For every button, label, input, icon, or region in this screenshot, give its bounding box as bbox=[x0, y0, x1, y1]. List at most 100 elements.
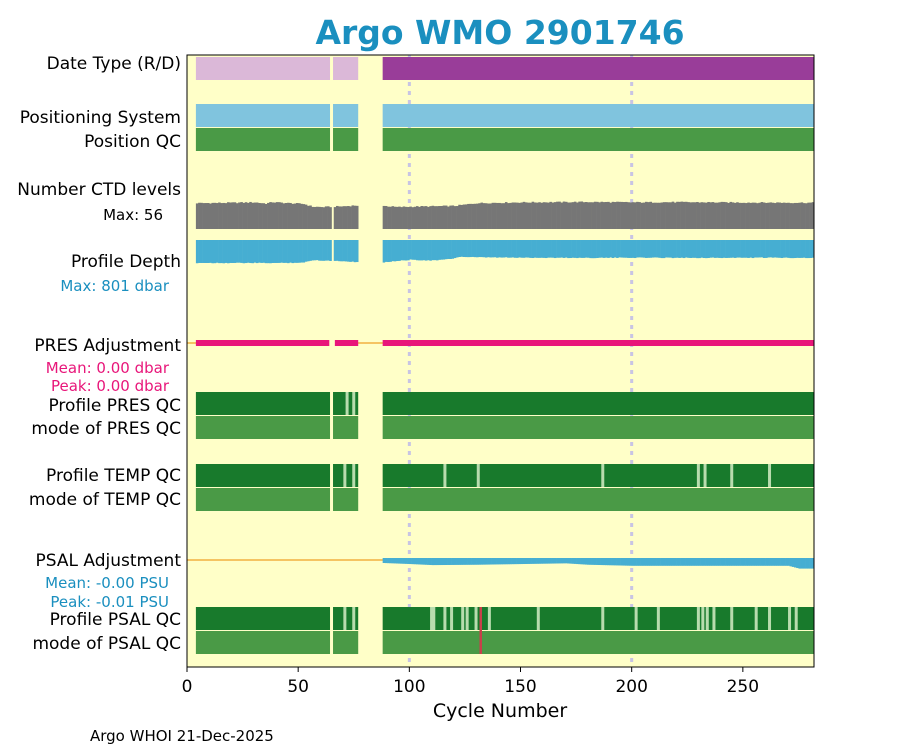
ctd-levels-bar bbox=[258, 202, 261, 229]
profile-depth-bar bbox=[304, 240, 308, 262]
psal-adjustment-bar bbox=[398, 558, 401, 564]
ctd-levels-bar bbox=[640, 202, 644, 229]
ctd-levels-bar bbox=[705, 202, 708, 229]
psal-adjustment-bar bbox=[782, 558, 786, 566]
psal-adjustment-bar bbox=[507, 558, 510, 565]
ctd-levels-bar bbox=[398, 206, 401, 229]
profile-depth-bar bbox=[791, 240, 795, 259]
ctd-levels-bar bbox=[382, 205, 386, 229]
profile-depth-bar bbox=[427, 240, 430, 261]
profile-depth-bar bbox=[633, 240, 637, 259]
psal-adjustment-bar bbox=[420, 558, 423, 565]
ctd-levels-bar bbox=[242, 202, 246, 229]
ctd-levels-bar bbox=[220, 203, 223, 229]
psal-adjustment-bar bbox=[736, 558, 739, 566]
profile-depth-bar bbox=[433, 240, 437, 261]
psal-adjustment-bar bbox=[396, 558, 399, 564]
ctd-levels-bar bbox=[451, 205, 455, 229]
profile-depth-bar bbox=[533, 240, 537, 258]
ctd-levels-bar bbox=[313, 206, 317, 229]
ctd-levels-bar bbox=[396, 206, 399, 229]
ctd-levels-bar bbox=[418, 206, 421, 229]
psal-adjustment-bar bbox=[438, 558, 441, 566]
label-ctd-levels: Number CTD levels bbox=[17, 180, 181, 200]
profile-depth-bar bbox=[224, 240, 228, 263]
ctd-levels-bar bbox=[682, 201, 686, 229]
pres-adjustment-bar bbox=[195, 340, 332, 346]
label-mode-temp-qc: mode of TEMP QC bbox=[29, 490, 181, 510]
profile-depth-bar bbox=[516, 240, 519, 258]
psal-adjustment-bar bbox=[700, 558, 704, 566]
ctd-levels-bar bbox=[809, 202, 813, 229]
ctd-levels-bar bbox=[627, 202, 630, 229]
profile-depth-bar bbox=[273, 240, 277, 263]
profile-depth-bar bbox=[349, 240, 352, 262]
profile-depth-bar bbox=[798, 240, 801, 258]
ctd-levels-bar bbox=[309, 205, 312, 229]
profile-depth-bar bbox=[720, 240, 724, 259]
profile-depth-bar bbox=[529, 240, 532, 258]
profile-depth-bar bbox=[231, 240, 234, 263]
ctd-levels-bar bbox=[407, 207, 410, 229]
psal-adjustment-bar bbox=[451, 558, 455, 565]
psal-qc-flag-marker bbox=[768, 607, 772, 630]
ctd-levels-bar bbox=[787, 202, 790, 229]
profile-depth-bar bbox=[384, 240, 388, 262]
psal-adjustment-bar bbox=[785, 558, 788, 566]
ctd-levels-bar bbox=[762, 202, 766, 229]
psal-adjustment-bar bbox=[493, 558, 497, 565]
profile-depth-bar bbox=[733, 240, 737, 258]
label-profile-temp-qc: Profile TEMP QC bbox=[46, 466, 181, 486]
profile-depth-bar bbox=[809, 240, 813, 258]
ctd-levels-bar bbox=[516, 202, 519, 229]
profile-depth-bar bbox=[553, 240, 557, 259]
psal-adjustment-bar bbox=[444, 558, 448, 565]
psal-adjustment-bar bbox=[569, 558, 572, 564]
profile-pres-qc-bar bbox=[195, 392, 359, 415]
psal-adjustment-bar bbox=[767, 558, 770, 566]
ctd-levels-bar bbox=[729, 201, 733, 229]
profile-depth-bar bbox=[211, 240, 214, 264]
ctd-levels-bar bbox=[393, 206, 397, 229]
ctd-levels-bar bbox=[678, 201, 681, 229]
psal-adjustment-bar bbox=[393, 558, 397, 564]
date-type-realtime-bar bbox=[195, 57, 359, 80]
profile-depth-bar bbox=[476, 240, 479, 258]
profile-depth-bar bbox=[713, 240, 717, 258]
psal-qc-flag-marker bbox=[474, 607, 478, 630]
psal-adjustment-bar bbox=[807, 558, 810, 569]
profile-depth-bar bbox=[416, 240, 419, 261]
profile-depth-bar bbox=[616, 240, 619, 258]
profile-depth-bar bbox=[669, 240, 673, 258]
ctd-levels-bar bbox=[522, 201, 526, 229]
profile-depth-bar bbox=[407, 240, 410, 261]
profile-depth-bar bbox=[509, 240, 512, 258]
psal-adjustment-bar bbox=[500, 558, 504, 565]
ctd-levels-bar bbox=[402, 206, 406, 229]
ctd-levels-bar bbox=[758, 202, 761, 229]
profile-depth-bar bbox=[473, 240, 477, 258]
ctd-levels-bar bbox=[605, 201, 608, 229]
psal-adjustment-bar bbox=[727, 558, 730, 566]
profile-depth-bar bbox=[464, 240, 468, 258]
ctd-levels-bar bbox=[340, 206, 343, 229]
ctd-levels-bar bbox=[584, 202, 588, 229]
profile-depth-bar bbox=[531, 240, 535, 259]
ctd-levels-bar bbox=[756, 203, 759, 229]
profile-depth-bar bbox=[480, 240, 484, 258]
label-position-qc: Position QC bbox=[84, 132, 181, 152]
ctd-levels-bar bbox=[275, 202, 279, 229]
profile-depth-bar bbox=[471, 240, 475, 257]
ctd-levels-bar bbox=[620, 201, 624, 229]
profile-depth-bar bbox=[656, 240, 659, 258]
psal-adjustment-bar bbox=[631, 558, 635, 566]
psal-adjustment-bar bbox=[771, 558, 775, 566]
x-axis-label: Cycle Number bbox=[433, 700, 567, 722]
profile-depth-bar bbox=[707, 240, 710, 258]
psal-adjustment-bar bbox=[689, 558, 693, 566]
psal-adjustment-bar bbox=[729, 558, 733, 566]
profile-depth-bar bbox=[767, 240, 770, 258]
psal-adjustment-bar bbox=[540, 558, 544, 564]
psal-adjustment-bar bbox=[547, 558, 550, 564]
profile-depth-bar bbox=[609, 240, 612, 258]
